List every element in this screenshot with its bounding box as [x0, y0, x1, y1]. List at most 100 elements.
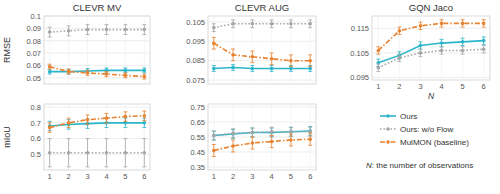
plot-frame: [372, 16, 490, 80]
y-tick-label: 0.06: [26, 61, 41, 70]
error-cap: [250, 137, 254, 138]
y-tick-label: 0.35: [190, 163, 205, 172]
error-bar: [289, 20, 293, 28]
x-tick-label: 4: [439, 82, 443, 91]
error-cap: [270, 27, 274, 28]
error-cap: [142, 74, 146, 75]
error-bar: [67, 120, 71, 129]
error-bar: [376, 47, 380, 54]
error-cap: [440, 39, 444, 40]
y-tick-label: 0.55: [190, 133, 205, 142]
grid-line: [208, 167, 316, 168]
error-cap: [250, 149, 254, 150]
grid-line: [106, 104, 107, 170]
point: [143, 114, 147, 118]
error-bar: [123, 139, 127, 167]
error-cap: [104, 138, 108, 139]
panel: 0.050.060.070.080.090.1CLEVR MVRMSE: [2, 2, 150, 84]
point: [124, 115, 128, 119]
point: [289, 67, 293, 71]
error-cap: [250, 128, 254, 129]
error-cap: [212, 49, 216, 50]
x-tick-label: 3: [250, 172, 254, 181]
point: [48, 30, 52, 34]
legend: OursOurs: w/o FlowMulMON (baseline): [380, 112, 469, 147]
point: [482, 22, 486, 26]
point: [461, 22, 465, 26]
series-line: [50, 152, 145, 154]
error-cap: [86, 166, 90, 167]
point: [270, 67, 274, 71]
point: [143, 121, 147, 125]
error-bar: [418, 49, 422, 56]
error-cap: [123, 34, 127, 35]
error-bar: [48, 69, 52, 74]
point: [143, 75, 147, 79]
grid-line: [233, 104, 234, 170]
error-cap: [461, 27, 465, 28]
error-bar: [48, 27, 52, 37]
grid-line: [44, 53, 150, 54]
error-bar: [461, 47, 465, 54]
error-bar: [67, 69, 71, 74]
y-tick-label: 0.45: [190, 148, 205, 157]
point: [48, 126, 52, 130]
point: [289, 138, 293, 142]
x-tick-label: 5: [123, 172, 127, 181]
error-bar: [48, 121, 52, 130]
point: [251, 55, 255, 59]
y-tick-label: 0.5: [31, 150, 41, 159]
error-bar: [250, 20, 254, 28]
error-cap: [250, 65, 254, 66]
error-cap: [212, 140, 216, 141]
error-cap: [67, 127, 71, 128]
point: [48, 65, 52, 69]
error-cap: [123, 72, 127, 73]
point: [212, 41, 216, 45]
legend-marker: [386, 140, 390, 144]
error-cap: [67, 166, 71, 167]
error-bar: [440, 20, 444, 27]
error-bar: [104, 139, 108, 167]
point: [251, 131, 255, 135]
y-tick-label: 0.6: [31, 134, 41, 143]
point: [231, 66, 235, 70]
error-cap: [289, 27, 293, 28]
grid-line: [44, 154, 150, 155]
point: [124, 121, 128, 125]
error-cap: [250, 19, 254, 20]
grid-line: [208, 137, 316, 138]
point: [105, 151, 109, 155]
error-cap: [212, 65, 216, 66]
error-cap: [142, 72, 146, 73]
error-bar: [308, 66, 312, 72]
x-tick-label: 5: [289, 172, 293, 181]
grid-line: [252, 16, 253, 84]
error-bar: [270, 20, 274, 28]
error-cap: [461, 19, 465, 20]
error-cap: [418, 56, 422, 57]
point: [461, 49, 465, 53]
point: [308, 22, 312, 26]
error-bar: [418, 22, 422, 29]
point: [308, 59, 312, 63]
error-cap: [212, 156, 216, 157]
error-bar: [212, 131, 216, 140]
error-cap: [123, 127, 127, 128]
point: [377, 49, 381, 53]
point: [124, 74, 128, 78]
y-tick-label: 0.095: [350, 73, 369, 82]
error-cap: [142, 127, 146, 128]
error-bar: [142, 74, 146, 79]
plot-frame: [208, 104, 316, 170]
point: [105, 69, 109, 73]
plot-frame: [44, 16, 150, 84]
grid-line: [44, 16, 150, 17]
error-cap: [418, 41, 422, 42]
point: [67, 121, 71, 125]
error-cap: [250, 62, 254, 63]
point: [105, 72, 109, 76]
error-cap: [142, 34, 146, 35]
error-cap: [48, 27, 52, 28]
error-cap: [67, 69, 71, 70]
